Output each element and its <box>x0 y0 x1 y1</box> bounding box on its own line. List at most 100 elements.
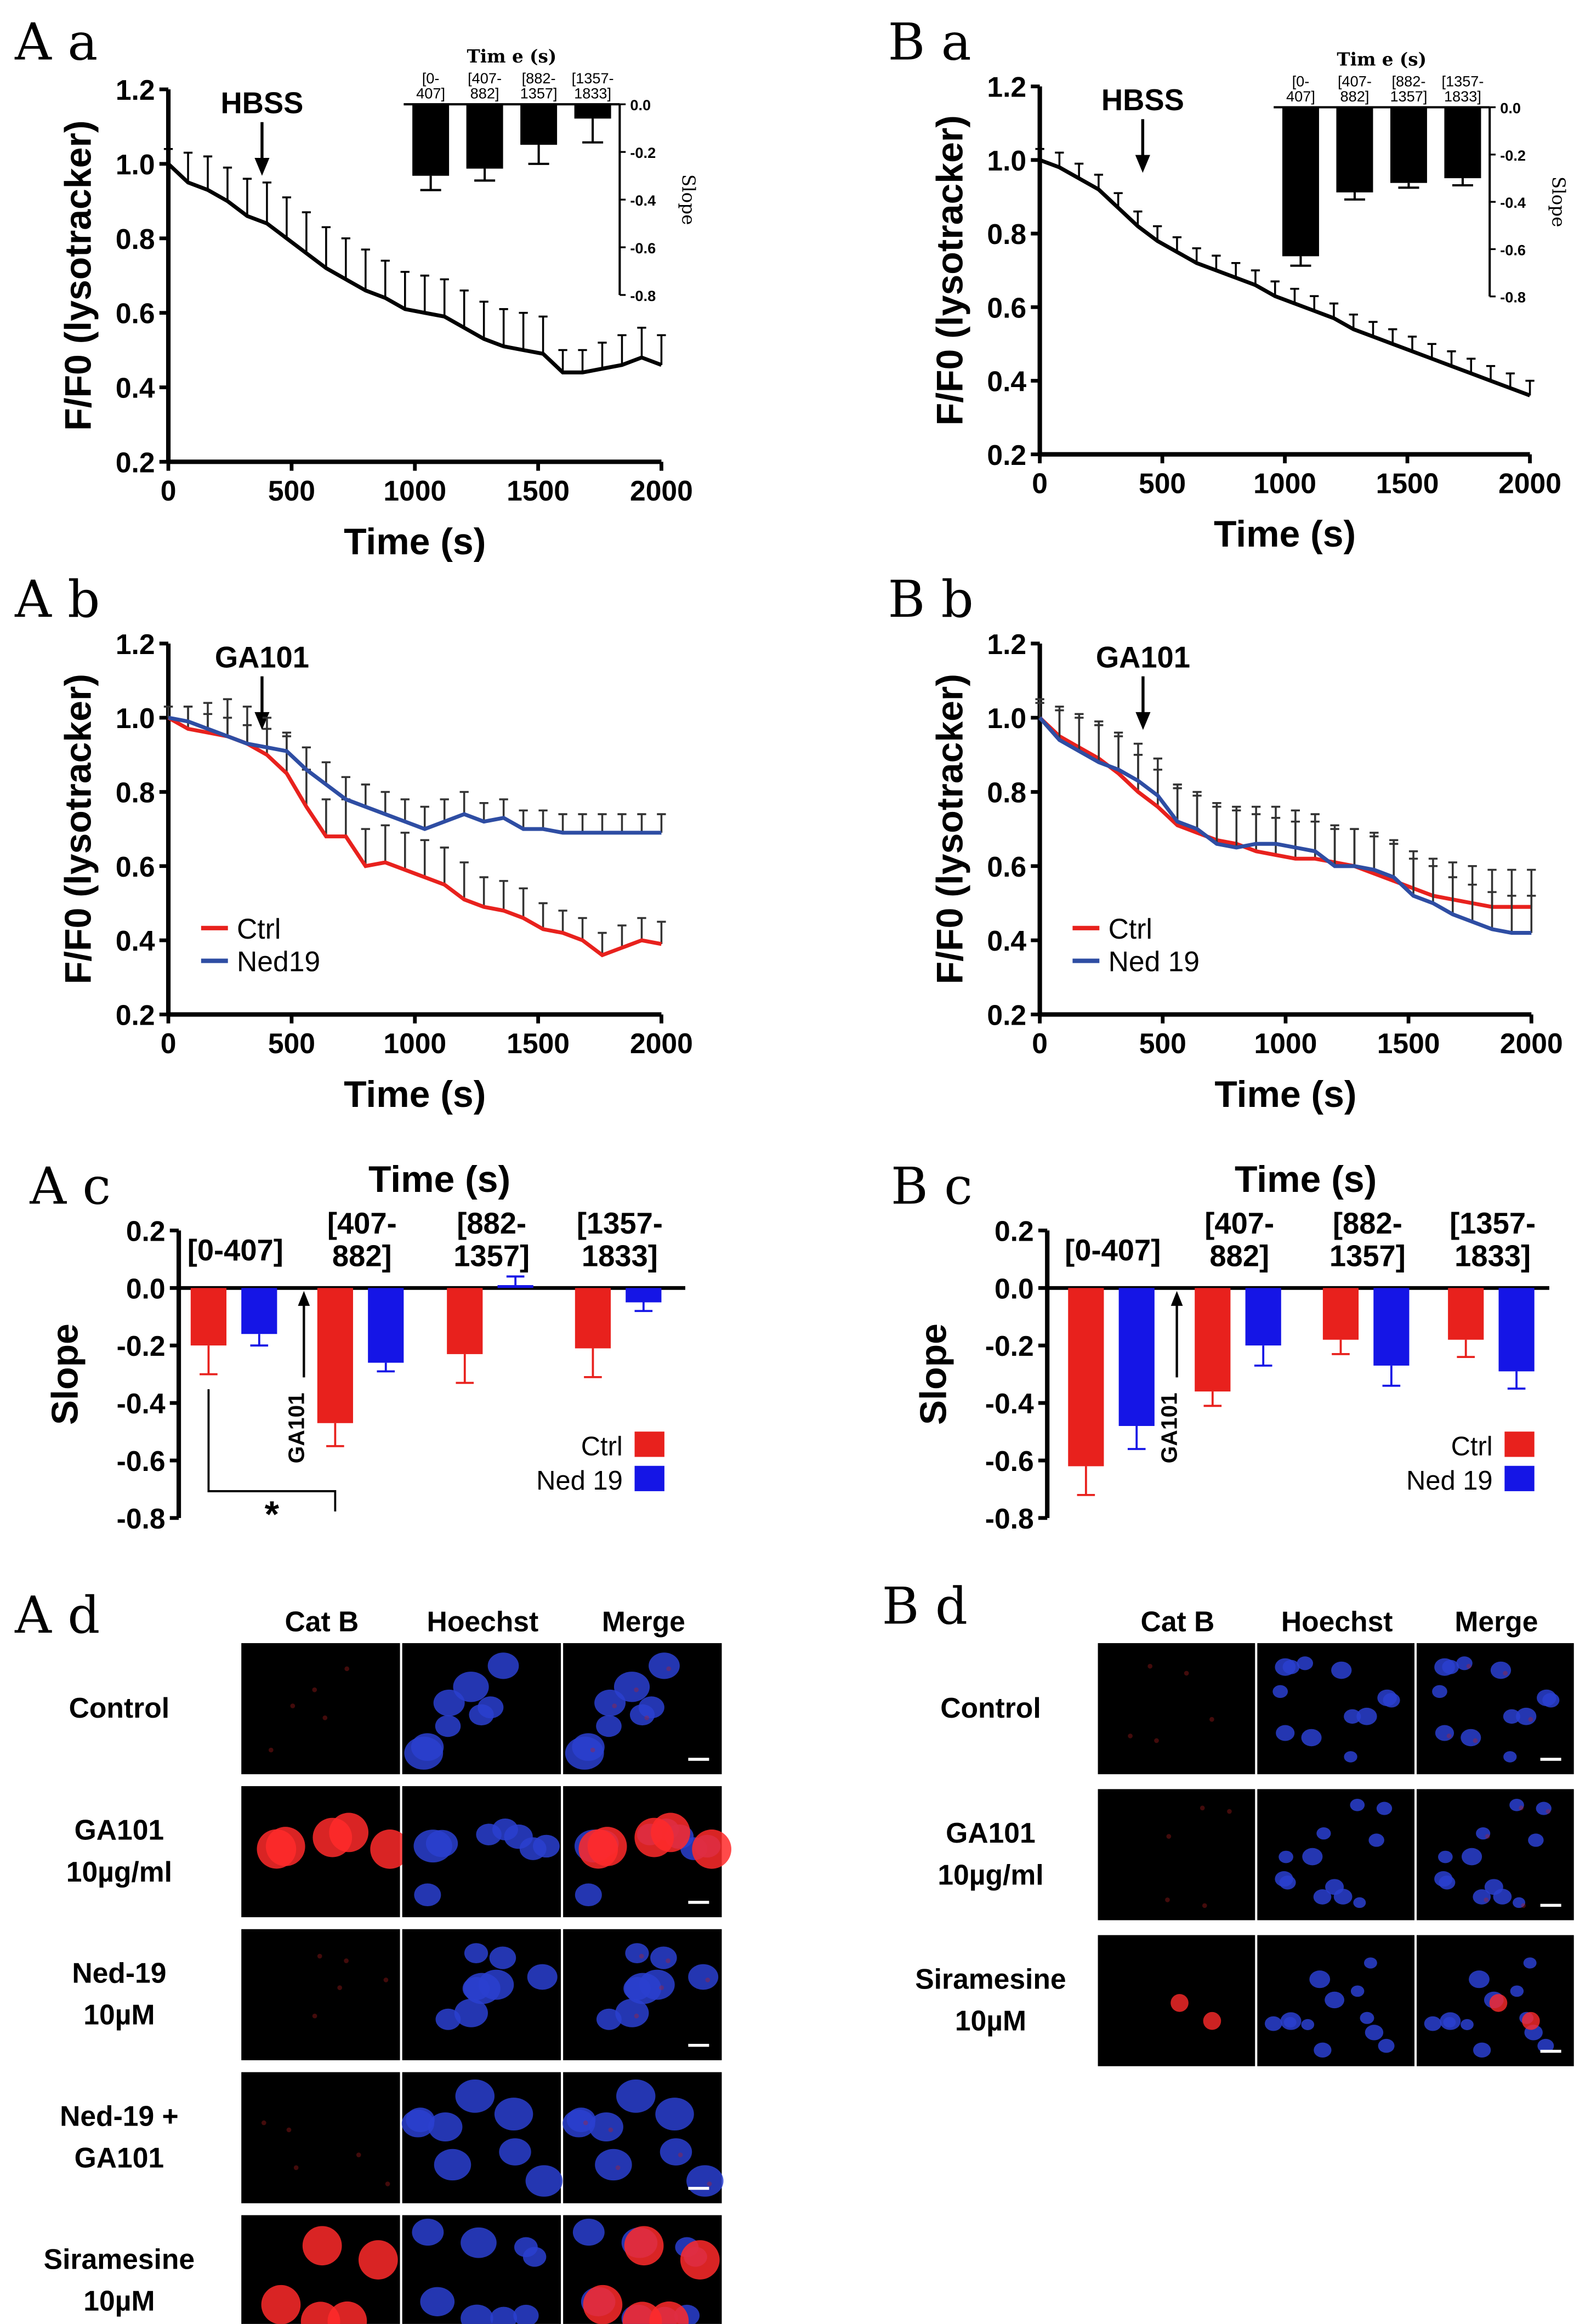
nucleus <box>616 2079 656 2113</box>
y-tick-label: 0.8 <box>116 776 155 808</box>
nucleus <box>1302 1848 1323 1866</box>
cathepsin-signal <box>666 1666 671 1672</box>
nucleus <box>1325 1879 1344 1895</box>
x-tick-label: 1500 <box>1377 1027 1440 1059</box>
y-axis-label: F/F0 (lysotracker) <box>929 674 970 984</box>
nucleus <box>1363 1957 1377 1969</box>
cathepsin-signal <box>317 1953 322 1959</box>
nucleus <box>1523 1957 1537 1969</box>
cathepsin-signal <box>1184 1670 1189 1676</box>
nucleus <box>1301 1729 1322 1747</box>
cathepsin-signal <box>1202 1903 1207 1908</box>
nucleus <box>1313 1889 1332 1905</box>
nucleus <box>1435 1725 1454 1741</box>
x-axis-label: Time (s) <box>344 1074 486 1115</box>
bar-Ctrl <box>1195 1288 1231 1392</box>
bar-Ctrl <box>317 1288 353 1423</box>
bar-Ned 19 <box>1118 1288 1155 1427</box>
y-tick-label: -0.6 <box>117 1445 166 1477</box>
nucleus <box>1513 1897 1526 1908</box>
y-tick-label: 1.2 <box>987 628 1026 660</box>
cathepsin-signal <box>268 1747 274 1753</box>
series-line-mean <box>1039 158 1531 397</box>
bar-Ned 19 <box>241 1288 277 1334</box>
y-tick-label: 0.6 <box>116 298 155 329</box>
x-tick-label: 500 <box>1139 467 1186 499</box>
micrograph-panel <box>1098 1789 1255 1920</box>
nucleus <box>686 2165 724 2197</box>
nucleus <box>1344 1709 1361 1724</box>
cathepsin-signal <box>678 2152 683 2157</box>
x-tick-label: 1000 <box>383 1027 446 1059</box>
nucleus <box>494 2098 533 2131</box>
cathepsin-signal <box>370 1829 410 1869</box>
nucleus <box>1283 2017 1297 2028</box>
nucleus <box>565 1736 604 1770</box>
cathepsin-signal <box>1489 1994 1508 2012</box>
category-label: 1357] <box>1329 1240 1406 1273</box>
cathepsin-signal <box>1484 1897 1489 1902</box>
nucleus <box>1272 1685 1288 1698</box>
nucleus <box>638 1696 664 1719</box>
bar-Ned 19 <box>1373 1288 1410 1366</box>
cathepsin-signal <box>1154 1738 1159 1743</box>
cathepsin-signal <box>344 1666 350 1672</box>
cathepsin-signal <box>344 1958 349 1963</box>
bar-Ctrl <box>575 1288 611 1349</box>
cathepsin-signal <box>1165 1897 1170 1902</box>
nucleus <box>464 1943 488 1963</box>
series-line-Ned 19 <box>1038 716 1532 935</box>
y-tick-label: 0.4 <box>116 372 155 404</box>
stimulus-arrow-head <box>1135 155 1150 173</box>
chart-Aa: 0.2 0.4 0.6 0.8 1.0 1.2 0 500 1000 1500 2000 Time (… <box>58 46 699 562</box>
row-label: Control <box>940 1692 1041 1724</box>
nucleus <box>596 1715 622 1737</box>
nucleus <box>525 2165 563 2197</box>
inset-y-tick-label: 0.0 <box>1500 100 1521 117</box>
inset-y-tick-label: -0.8 <box>1500 289 1526 306</box>
row-label: Control <box>69 1692 169 1724</box>
cathepsin-signal <box>1203 2012 1221 2030</box>
nucleus <box>462 1976 490 2001</box>
x-tick-label: 2000 <box>1500 1027 1563 1059</box>
nucleus <box>1503 1709 1520 1724</box>
nucleus <box>461 2304 493 2324</box>
cathepsin-signal <box>608 2127 613 2133</box>
inset-y-axis-label: Slope <box>678 174 698 225</box>
nucleus <box>428 2112 463 2142</box>
cathepsin-signal <box>583 2120 588 2126</box>
nucleus <box>412 2218 444 2246</box>
y-tick-label: 0.8 <box>116 223 155 255</box>
cathepsin-signal <box>587 1827 627 1866</box>
inset-category-label: [407- <box>468 70 502 87</box>
x-axis-label: Time (s) <box>1214 514 1356 555</box>
cathepsin-signal <box>692 1829 731 1869</box>
nucleus <box>1383 1693 1400 1708</box>
legend-swatch <box>634 1431 664 1457</box>
x-tick-label: 2000 <box>1498 467 1561 499</box>
category-label: 882] <box>332 1240 392 1273</box>
inset-bar <box>1390 107 1427 183</box>
x-tick-label: 1500 <box>507 1027 570 1059</box>
y-tick-label: -0.6 <box>985 1445 1034 1477</box>
stimulus-arrow-head <box>254 158 270 176</box>
nucleus <box>572 2218 605 2246</box>
inset-y-tick-label: -0.4 <box>1500 194 1526 211</box>
nucleus <box>1509 1799 1524 1811</box>
nucleus <box>476 1823 502 1845</box>
y-tick-label: 0.0 <box>126 1272 166 1304</box>
x-tick-label: 500 <box>1139 1027 1186 1059</box>
nucleus <box>1297 1656 1314 1670</box>
nucleus <box>401 2110 435 2138</box>
row-label: Ned-19 + <box>60 2100 179 2132</box>
y-tick-label: 1.0 <box>987 702 1026 734</box>
x-tick-label: 2000 <box>630 475 693 507</box>
panel-label-Bb: B b <box>888 570 973 629</box>
nucleus <box>660 2138 692 2166</box>
nucleus <box>589 2112 623 2142</box>
cathepsin-signal <box>680 2240 720 2280</box>
chart-Ba: 0.2 0.4 0.6 0.8 1.0 1.2 0 500 1000 1500 2000 Time (… <box>929 49 1569 555</box>
cathepsin-signal <box>1147 1663 1153 1669</box>
cathepsin-signal <box>666 1958 671 1963</box>
nucleus <box>1316 1827 1331 1840</box>
